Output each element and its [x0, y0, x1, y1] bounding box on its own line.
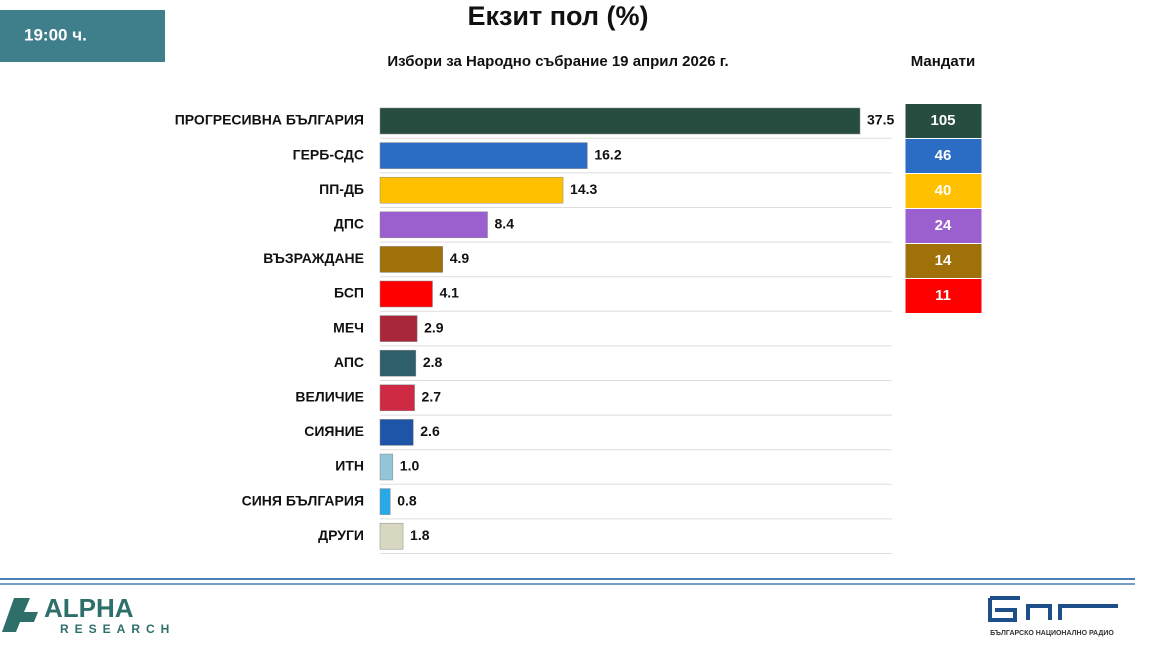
seat-value: 24: [935, 217, 952, 234]
value-label: 2.9: [424, 319, 444, 335]
time-badge: [0, 10, 165, 62]
alpha-logo-mark: [2, 598, 38, 632]
value-label: 14.3: [570, 181, 597, 197]
category-label: МЕЧ: [333, 319, 364, 335]
value-label: 1.0: [400, 458, 420, 474]
category-label: СИНЯ БЪЛГАРИЯ: [242, 492, 364, 508]
category-label: ПРОГРЕСИВНА БЪЛГАРИЯ: [175, 112, 364, 128]
bar: [379, 453, 394, 481]
bar: [379, 384, 415, 412]
category-label: ВЪЗРАЖДАНЕ: [263, 250, 364, 266]
value-label: 2.8: [423, 354, 443, 370]
seat-box: [904, 243, 983, 279]
bar: [379, 522, 404, 550]
bar: [379, 246, 443, 273]
category-label: ИТН: [335, 458, 364, 474]
value-label: 37.5: [867, 112, 894, 128]
time-label: 19:00 ч.: [24, 25, 87, 44]
value-label: 1.8: [410, 527, 430, 543]
category-label: ГЕРБ-СДС: [293, 146, 364, 162]
bar: [379, 488, 391, 515]
category-label: ПП-ДБ: [319, 181, 364, 197]
seat-value: 46: [935, 147, 952, 164]
seat-value: 105: [930, 112, 955, 129]
bar: [379, 280, 433, 308]
category-label: СИЯНИЕ: [304, 423, 364, 439]
bar: [379, 315, 418, 342]
bar: [379, 349, 417, 377]
category-label: ДПС: [334, 216, 364, 232]
bar: [379, 419, 414, 446]
alpha-logo-sub: RESEARCH: [60, 622, 175, 636]
bar: [379, 107, 861, 135]
alpha-logo-text: ALPHA: [44, 593, 134, 623]
value-label: 2.6: [420, 423, 440, 439]
seat-box: [904, 208, 983, 244]
category-label: ДРУГИ: [318, 527, 364, 543]
seat-box: [904, 173, 983, 209]
seat-value: 40: [935, 182, 952, 199]
bnr-logo-sub: БЪЛГАРСКО НАЦИОНАЛНО РАДИО: [990, 630, 1114, 637]
seat-box: [904, 278, 983, 314]
value-label: 0.8: [397, 492, 417, 508]
bar: [379, 176, 564, 204]
value-label: 2.7: [422, 389, 442, 405]
bar: [379, 211, 488, 239]
chart-subtitle: Избори за Народно събрание 19 април 2026…: [387, 53, 728, 70]
seat-value: 14: [935, 252, 952, 269]
value-label: 16.2: [594, 146, 621, 162]
value-label: 4.9: [450, 250, 470, 266]
seat-box: [904, 103, 983, 139]
seat-box: [904, 138, 983, 174]
category-label: БСП: [334, 285, 364, 301]
value-label: 8.4: [495, 216, 515, 232]
bnr-logo-mark: [988, 596, 1118, 622]
chart-title: Екзит пол (%): [467, 1, 648, 31]
category-label: ВЕЛИЧИЕ: [295, 389, 364, 405]
seat-value: 11: [935, 287, 951, 304]
value-label: 4.1: [439, 285, 459, 301]
category-label: АПС: [334, 354, 364, 370]
seats-title: Мандати: [911, 53, 976, 70]
bar: [379, 142, 588, 169]
